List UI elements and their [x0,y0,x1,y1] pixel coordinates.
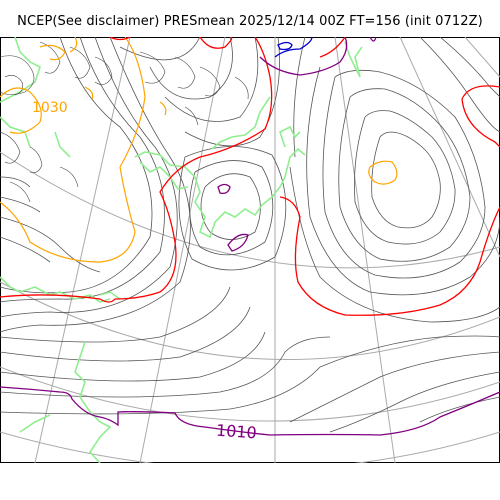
isobar-1010-label: 1010 [215,421,257,443]
pressure-map: 1030 1010 [0,37,500,463]
graticule [0,37,500,463]
coastline [0,37,363,463]
map-title: NCEP(See disclaimer) PRESmean 2025/12/14… [17,14,483,29]
isobar-1030 [0,37,398,263]
isobar-low [274,37,313,58]
isobar-1030-label: 1030 [32,100,68,116]
isobar-1020 [0,37,500,316]
isobars-thin [0,37,500,433]
isobar-1010 [0,37,500,436]
